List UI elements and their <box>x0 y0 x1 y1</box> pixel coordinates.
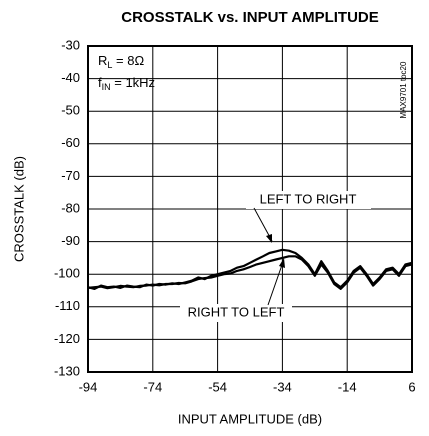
y-tick-label: -100 <box>54 266 80 281</box>
x-axis-label: INPUT AMPLITUDE (dB) <box>178 411 322 426</box>
y-axis-label: CROSSTALK (dB) <box>11 156 26 262</box>
arrow-head <box>266 234 272 243</box>
arrow-head <box>279 258 285 268</box>
annotation: RL = 8Ω <box>98 53 144 70</box>
series-label: RIGHT TO LEFT <box>188 304 285 319</box>
y-tick-label: -30 <box>61 37 80 52</box>
x-tick-label: -94 <box>79 379 98 394</box>
y-tick-label: -110 <box>55 298 80 313</box>
x-tick-label: -74 <box>143 379 162 394</box>
series-line <box>87 255 413 290</box>
y-tick-label: -50 <box>61 103 80 118</box>
label-bg <box>180 304 292 322</box>
y-tick-label: -80 <box>61 200 80 215</box>
figure-code: MAX9701 toc20 <box>399 61 408 118</box>
y-tick-label: -60 <box>61 135 80 150</box>
annotation: fIN = 1kHz <box>98 75 155 92</box>
chart-title: CROSSTALK vs. INPUT AMPLITUDE <box>121 9 379 26</box>
x-tick-label: -14 <box>338 379 357 394</box>
leader-line <box>267 261 284 306</box>
series-line <box>87 248 413 290</box>
x-tick-label: 6 <box>408 379 415 394</box>
x-tick-label: -34 <box>273 379 292 394</box>
label-bg <box>246 191 371 209</box>
x-tick-label: -54 <box>208 379 227 394</box>
y-tick-label: -120 <box>54 331 80 346</box>
series-label: LEFT TO RIGHT <box>260 191 357 206</box>
plot-frame <box>87 45 413 373</box>
y-tick-label: -70 <box>61 168 80 183</box>
y-tick-label: -90 <box>61 233 80 248</box>
y-tick-label: -130 <box>54 363 80 378</box>
y-tick-label: -40 <box>61 70 80 85</box>
